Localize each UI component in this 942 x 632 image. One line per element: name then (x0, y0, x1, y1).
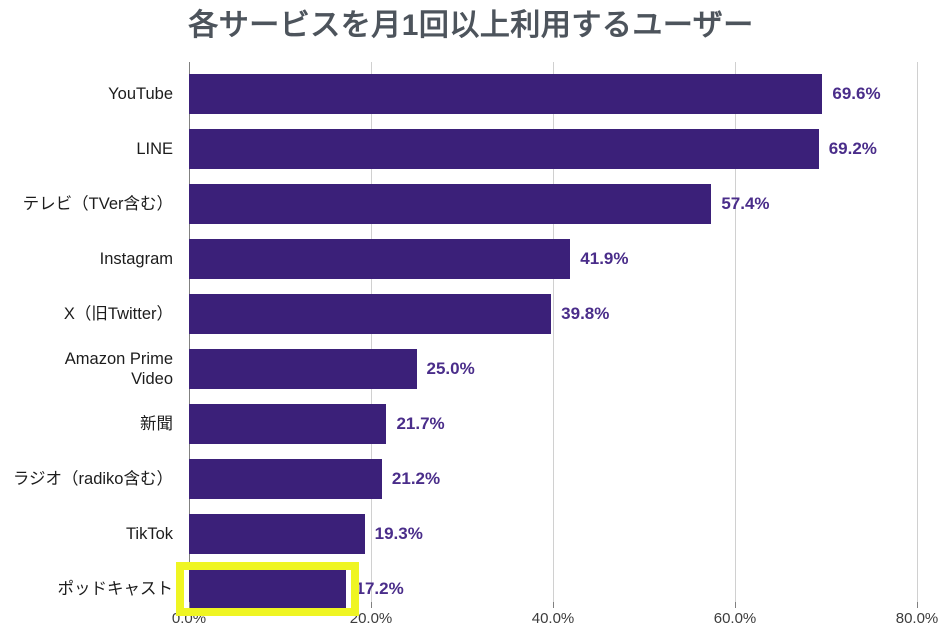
x-tick-label: 20.0% (349, 610, 393, 627)
bar-value-label: 41.9% (580, 249, 629, 268)
bar-row: 39.8% (189, 294, 917, 334)
category-label: YouTube (0, 74, 173, 114)
bar-row: 17.2% (189, 569, 917, 609)
category-label: LINE (0, 129, 173, 169)
bar[interactable] (189, 184, 712, 224)
category-label: TikTok (0, 514, 173, 554)
bar-row: 21.2% (189, 459, 917, 499)
bar[interactable] (189, 129, 819, 169)
bar-value-label: 19.3% (374, 524, 423, 543)
bar-value-label: 21.7% (396, 414, 445, 433)
category-axis-labels: YouTube LINE テレビ（TVer含む） Instagram X（旧Twitte… (0, 62, 181, 602)
bar-value-label: 17.2% (355, 579, 404, 598)
bar[interactable] (189, 74, 823, 114)
gridline-80.0% (917, 62, 918, 602)
x-tick-mark (735, 602, 736, 608)
x-axis: 0.0% 20.0% 40.0% 60.0% 80.0% (172, 602, 938, 632)
x-tick-label: 0.0% (171, 610, 207, 627)
bar-row: 21.7% (189, 404, 917, 444)
bar[interactable] (189, 294, 552, 334)
category-label: Instagram (0, 239, 173, 279)
category-label-text: YouTube (108, 85, 173, 103)
x-tick-label: 80.0% (895, 610, 939, 627)
bar-row: 25.0% (189, 349, 917, 389)
bar-row: 41.9% (189, 239, 917, 279)
bar[interactable] (189, 349, 417, 389)
x-tick-mark (917, 602, 918, 608)
bar-value-label: 21.2% (391, 469, 441, 488)
category-label-text: 新聞 (140, 415, 173, 433)
x-tick-label: 40.0% (531, 610, 575, 627)
bar-row: 69.2% (189, 129, 917, 169)
bar[interactable] (189, 404, 387, 444)
gridline-40.0% (553, 62, 554, 602)
category-label: Amazon Prime Video (0, 349, 173, 389)
bar-row: 19.3% (189, 514, 917, 554)
bar-value-label: 39.8% (561, 304, 610, 323)
category-label: X（旧Twitter） (0, 294, 173, 334)
x-tick-mark (189, 602, 190, 608)
x-tick-mark (371, 602, 372, 608)
bar-row: 69.6% (189, 74, 917, 114)
gridline-60.0% (735, 62, 736, 602)
bar[interactable] (189, 459, 382, 499)
x-tick-mark (553, 602, 554, 608)
bar-value-label: 25.0% (426, 359, 475, 378)
category-label-text: TikTok (125, 525, 173, 543)
category-label: 新聞 (0, 404, 173, 444)
chart-title: 各サービスを月1回以上利用するユーザー (188, 9, 754, 42)
bar-value-label: 57.4% (721, 194, 770, 213)
category-label: テレビ（TVer含む） (0, 184, 173, 224)
plot-area: 69.6% 69.2% 57.4% 41.9% 39.8% 25.0% 21.7% 21.2%… (189, 62, 918, 609)
bar-value-label: 69.6% (832, 84, 881, 103)
category-label-text: Amazon Prime Video (64, 350, 173, 388)
category-label-text: テレビ（TVer含む） (22, 195, 173, 213)
bar[interactable] (189, 514, 365, 554)
category-label-text: ラジオ（radiko含む） (12, 470, 173, 488)
bar[interactable] (189, 239, 571, 279)
x-tick-label: 60.0% (713, 610, 757, 627)
category-label-text: Instagram (99, 250, 173, 268)
category-label-text: X（旧Twitter） (63, 305, 173, 323)
bar[interactable] (189, 569, 346, 609)
category-label-text: LINE (136, 140, 173, 158)
category-label: ポッドキャスト (0, 569, 174, 609)
bar-row: 57.4% (189, 184, 917, 224)
category-label-text: ポッドキャスト (57, 580, 174, 598)
bar-value-label: 69.2% (828, 139, 877, 158)
category-label: ラジオ（radiko含む） (0, 459, 173, 499)
